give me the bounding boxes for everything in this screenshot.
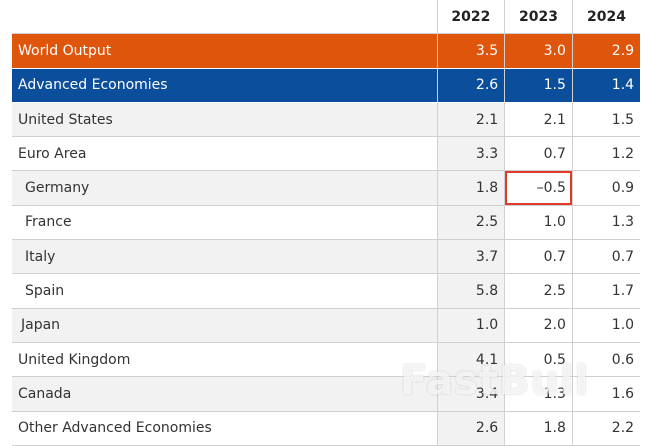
table-row: Euro Area 3.3 0.7 1.2 — [12, 136, 641, 172]
value-cell: 0.6 — [571, 342, 641, 378]
table-row: Germany 1.8 –0.5 0.9 — [12, 170, 641, 206]
value-cell: 2.1 — [436, 102, 505, 138]
table-row: Other Advanced Economies 2.6 1.8 2.2 — [12, 411, 641, 446]
column-header: 2023 — [504, 0, 573, 35]
column-header: 2022 — [436, 0, 505, 35]
value-cell: 1.6 — [571, 376, 641, 412]
value-cell: 3.7 — [436, 239, 505, 275]
value-cell: 1.5 — [571, 102, 641, 138]
value-cell: 2.9 — [571, 33, 641, 69]
table-row: France 2.5 1.0 1.3 — [12, 205, 641, 241]
row-label: United States — [12, 102, 437, 138]
header-row: 2022 2023 2024 — [12, 0, 641, 35]
row-label: Other Advanced Economies — [12, 411, 437, 446]
table-row: United Kingdom 4.1 0.5 0.6 — [12, 342, 641, 378]
value-cell: 3.5 — [436, 33, 505, 69]
column-header: 2024 — [571, 0, 641, 35]
data-table: 2022 2023 2024 World Output 3.5 3.0 2.9 Advanc… — [12, 0, 641, 446]
value-cell: 3.0 — [504, 33, 573, 69]
header-blank — [12, 0, 437, 35]
value-cell: 1.8 — [436, 170, 505, 206]
table-row: Spain 5.8 2.5 1.7 — [12, 273, 641, 309]
row-label: Japan — [12, 308, 437, 343]
value-cell: –0.5 — [504, 170, 573, 206]
value-cell: 2.1 — [504, 102, 573, 138]
row-label: Italy — [12, 239, 437, 275]
value-cell: 2.5 — [504, 273, 573, 309]
table-row: United States 2.1 2.1 1.5 — [12, 102, 641, 138]
table-row: Advanced Economies 2.6 1.5 1.4 — [12, 68, 641, 103]
value-cell: 1.5 — [504, 68, 573, 103]
value-cell: 4.1 — [436, 342, 505, 378]
value-cell: 1.8 — [504, 411, 573, 446]
row-label: World Output — [12, 33, 437, 69]
value-cell: 0.7 — [571, 239, 641, 275]
value-cell: 1.3 — [571, 205, 641, 241]
value-cell: 0.7 — [504, 239, 573, 275]
value-cell: 0.5 — [504, 342, 573, 378]
table-row: Japan 1.0 2.0 1.0 — [12, 308, 641, 343]
value-cell: 3.4 — [436, 376, 505, 412]
value-cell: 2.6 — [436, 411, 505, 446]
value-cell: 5.8 — [436, 273, 505, 309]
value-cell: 1.7 — [571, 273, 641, 309]
value-cell: 0.9 — [571, 170, 641, 206]
row-label: Euro Area — [12, 136, 437, 172]
table-row: World Output 3.5 3.0 2.9 — [12, 33, 641, 69]
value-cell: 1.0 — [571, 308, 641, 343]
table-row: Italy 3.7 0.7 0.7 — [12, 239, 641, 275]
row-label: Canada — [12, 376, 437, 412]
value-cell: 1.4 — [571, 68, 641, 103]
value-cell: 1.3 — [504, 376, 573, 412]
value-cell: 1.0 — [436, 308, 505, 343]
value-cell: 1.2 — [571, 136, 641, 172]
row-label: Advanced Economies — [12, 68, 437, 103]
row-label: Germany — [12, 170, 437, 206]
value-cell: 0.7 — [504, 136, 573, 172]
row-label: United Kingdom — [12, 342, 437, 378]
value-cell: 1.0 — [504, 205, 573, 241]
value-cell: 3.3 — [436, 136, 505, 172]
value-cell: 2.0 — [504, 308, 573, 343]
watermark: FastBull — [400, 358, 590, 404]
value-cell: 2.6 — [436, 68, 505, 103]
table-row: Canada 3.4 1.3 1.6 — [12, 376, 641, 412]
row-label: Spain — [12, 273, 437, 309]
row-label: France — [12, 205, 437, 241]
value-cell: 2.5 — [436, 205, 505, 241]
table-body: World Output 3.5 3.0 2.9 Advanced Economies 2… — [12, 33, 641, 446]
value-cell: 2.2 — [571, 411, 641, 446]
